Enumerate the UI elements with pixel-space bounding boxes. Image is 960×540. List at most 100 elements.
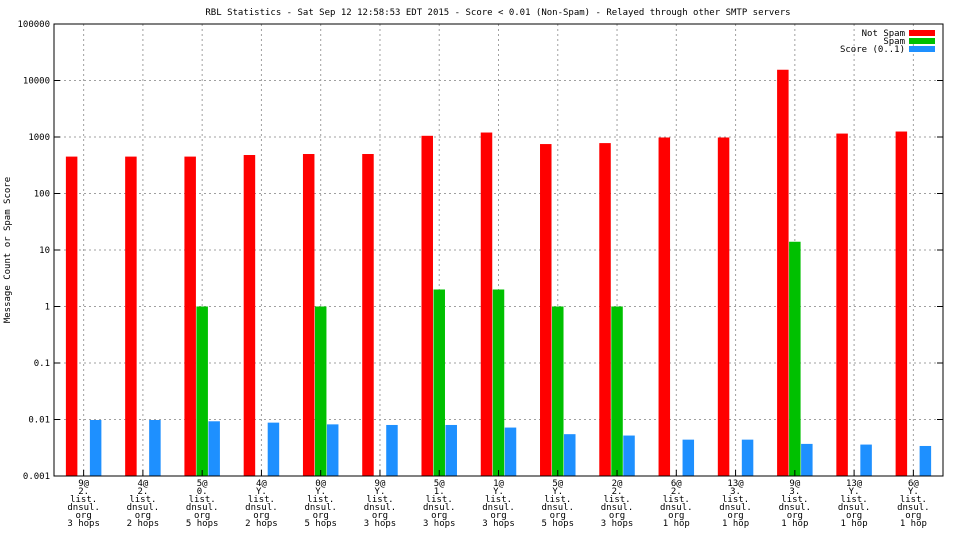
y-tick-label: 100000: [17, 20, 50, 30]
x-tick-label: 5 hops: [186, 519, 219, 529]
bar-not-spam: [836, 133, 848, 477]
x-tick-label: Y.: [908, 487, 919, 497]
legend-swatch-score: [909, 46, 935, 52]
bar-score: [623, 435, 635, 476]
x-tick-label: dnsul.: [482, 503, 515, 513]
y-tick-label: 100: [34, 190, 50, 200]
x-tick-label: 2 hops: [127, 519, 160, 529]
bar-spam: [552, 306, 564, 476]
bar-not-spam: [243, 155, 256, 476]
x-tick-label: org: [76, 511, 92, 521]
x-tick-label: 3 hops: [67, 519, 100, 529]
bar-not-spam: [540, 144, 552, 477]
x-tick-label: Y.: [552, 487, 563, 497]
x-tick-label: 5@: [552, 479, 563, 489]
x-tick-label: dnsul.: [838, 503, 871, 513]
x-tick-label: list.: [841, 495, 868, 505]
x-tick-label: Y.: [256, 487, 267, 497]
bar-score: [564, 434, 576, 476]
bar-spam: [314, 306, 327, 476]
x-tick-label: org: [431, 511, 447, 521]
bar-score: [208, 421, 220, 476]
x-tick-label: list.: [722, 495, 749, 505]
x-tick-label: 1@: [493, 479, 504, 489]
bar-score: [801, 443, 813, 476]
x-tick-label: org: [668, 511, 684, 521]
y-tick-label: 1: [45, 303, 50, 313]
y-tick-label: 10: [39, 246, 50, 256]
x-tick-label: list.: [248, 495, 275, 505]
bar-not-spam: [480, 132, 493, 477]
bar-spam: [433, 289, 445, 476]
y-ticks: 0.001 0.01 0.1 1 10 100 1000 10000 100000: [17, 20, 943, 482]
bar-not-spam: [421, 135, 433, 477]
x-tick-label: 2 hops: [245, 519, 278, 529]
x-tick-label: 4@: [137, 479, 148, 489]
bar-not-spam: [658, 137, 671, 476]
x-tick-label: dnsul.: [660, 503, 693, 513]
x-tick-label: 2.: [137, 487, 148, 497]
x-tick-label: 3.: [730, 487, 741, 497]
x-tick-label: list.: [603, 495, 630, 505]
x-tick-label: org: [787, 511, 803, 521]
x-tick-label: 0.: [197, 487, 208, 497]
x-tick-label: 1 hop: [900, 519, 927, 529]
x-tick-label: 0@: [315, 479, 326, 489]
x-tick-label: dnsul.: [364, 503, 397, 513]
x-tick-label: 2@: [612, 479, 623, 489]
x-tick-label: Y.: [849, 487, 860, 497]
x-tick-label: 9@: [789, 479, 800, 489]
x-tick-label: 6@: [671, 479, 682, 489]
bar-score: [741, 439, 754, 476]
x-tick-label: org: [135, 511, 151, 521]
bar-score: [504, 427, 517, 476]
y-tick-label: 0.01: [28, 416, 50, 426]
x-tick-label: org: [253, 511, 269, 521]
bar-not-spam: [125, 156, 137, 476]
x-tick-label: org: [372, 511, 388, 521]
x-tick-label: 1 hop: [663, 519, 690, 529]
x-tick-label: 13@: [727, 479, 744, 489]
x-tick-label: list.: [129, 495, 156, 505]
x-tick-label: org: [905, 511, 921, 521]
x-tick-label: 9@: [78, 479, 89, 489]
x-tick-label: 6@: [908, 479, 919, 489]
legend-label-not-spam: Not Spam: [862, 29, 905, 39]
x-tick-label: list.: [544, 495, 571, 505]
bars-group: [65, 69, 932, 477]
bar-score: [267, 422, 280, 476]
legend-label-score: Score (0..1): [840, 45, 905, 55]
x-tick-label: 5@: [197, 479, 208, 489]
x-tick-label: 5@: [434, 479, 445, 489]
x-tick-label: 3 hops: [601, 519, 634, 529]
x-tick-label: list.: [663, 495, 690, 505]
bar-score: [386, 424, 398, 476]
bar-score: [149, 419, 161, 476]
legend-swatch-not-spam: [909, 30, 935, 36]
x-tick-label: 1 hop: [781, 519, 808, 529]
bar-spam: [611, 306, 623, 476]
x-tick-label: dnsul.: [719, 503, 752, 513]
y-tick-label: 10000: [23, 77, 50, 87]
x-tick-label: org: [550, 511, 566, 521]
bar-not-spam: [717, 137, 730, 476]
x-tick-label: 1 hop: [841, 519, 868, 529]
bar-score: [919, 445, 932, 476]
x-tick-label: dnsul.: [423, 503, 456, 513]
x-tick-label: list.: [307, 495, 334, 505]
x-tick-label: dnsul.: [304, 503, 337, 513]
x-tick-label: org: [609, 511, 625, 521]
x-tick-label: 1 hop: [722, 519, 749, 529]
bar-spam: [196, 306, 208, 476]
x-tick-label: dnsul.: [245, 503, 278, 513]
x-tick-label: dnsul.: [897, 503, 930, 513]
bar-spam: [789, 241, 801, 476]
y-tick-label: 0.1: [34, 359, 50, 369]
x-tick-label: dnsul.: [601, 503, 634, 513]
x-tick-label: 5 hops: [304, 519, 337, 529]
bar-not-spam: [65, 156, 78, 476]
x-tick-label: org: [313, 511, 329, 521]
